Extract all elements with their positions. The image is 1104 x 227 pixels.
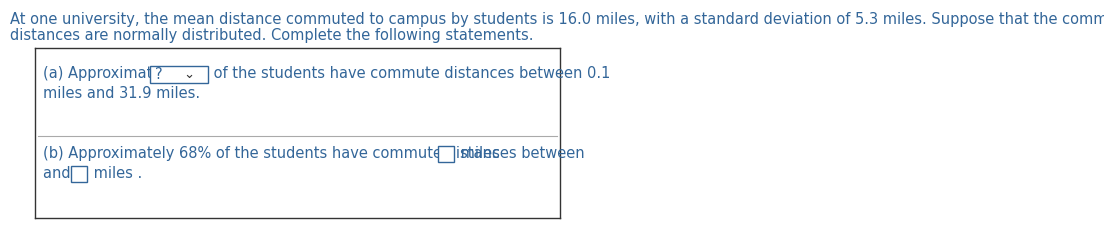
Text: miles and 31.9 miles.: miles and 31.9 miles. (43, 86, 200, 101)
Text: distances are normally distributed. Complete the following statements.: distances are normally distributed. Comp… (10, 28, 533, 43)
Text: (b) Approximately 68% of the students have commute distances between: (b) Approximately 68% of the students ha… (43, 146, 590, 161)
FancyBboxPatch shape (150, 66, 208, 83)
Text: of the students have commute distances between 0.1: of the students have commute distances b… (209, 66, 611, 81)
Text: ⌄: ⌄ (183, 68, 194, 81)
Text: miles: miles (456, 146, 500, 161)
Text: and: and (43, 166, 75, 181)
Text: At one university, the mean distance commuted to campus by students is 16.0 mile: At one university, the mean distance com… (10, 12, 1104, 27)
Text: ?: ? (155, 67, 162, 82)
FancyBboxPatch shape (71, 166, 87, 182)
FancyBboxPatch shape (438, 146, 454, 162)
Text: (a) Approximately: (a) Approximately (43, 66, 179, 81)
Text: miles .: miles . (89, 166, 142, 181)
